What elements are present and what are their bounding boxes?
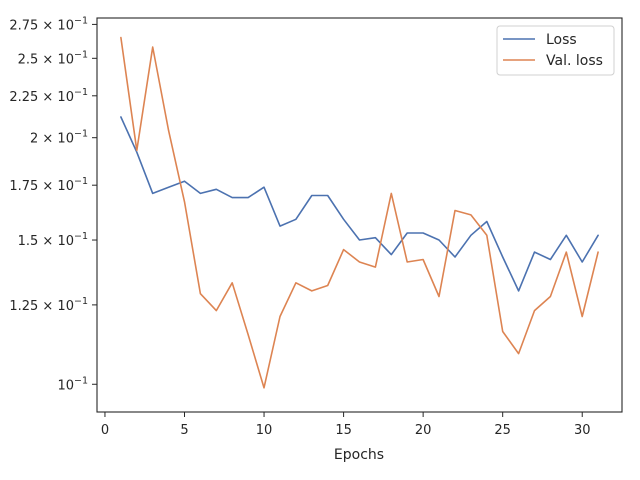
series-line-0 bbox=[120, 116, 599, 292]
y-tick-label: 2.75 × 10−1 bbox=[9, 15, 88, 33]
y-tick-label: 1.5 × 10−1 bbox=[18, 231, 88, 249]
legend-label-val-loss: Val. loss bbox=[546, 53, 603, 69]
y-tick-label: 1.25 × 10−1 bbox=[9, 296, 88, 314]
x-tick-label: 20 bbox=[415, 423, 432, 438]
x-tick-label: 15 bbox=[335, 423, 352, 438]
x-axis-title: Epochs bbox=[334, 447, 384, 463]
x-tick-label: 10 bbox=[256, 423, 273, 438]
x-tick-label: 5 bbox=[180, 423, 188, 438]
plot-lines bbox=[120, 36, 599, 389]
y-tick-label: 2.5 × 10−1 bbox=[18, 49, 88, 67]
y-tick-label: 10−1 bbox=[57, 375, 88, 393]
x-tick-label: 25 bbox=[494, 423, 511, 438]
x-axis: 0 5 10 15 20 25 30 bbox=[101, 412, 591, 438]
series-line-1 bbox=[120, 36, 599, 389]
y-tick-label: 2.25 × 10−1 bbox=[9, 87, 88, 105]
x-tick-label: 30 bbox=[574, 423, 591, 438]
x-tick-label: 0 bbox=[101, 423, 109, 438]
legend: Loss Val. loss bbox=[496, 25, 615, 76]
axes-frame bbox=[96, 17, 623, 413]
y-axis: 10−1 1.25 × 10−1 1.5 × 10−1 1.75 × 10−1 2 × … bbox=[9, 15, 97, 393]
legend-label-loss: Loss bbox=[546, 32, 577, 48]
y-tick-label: 2 × 10−1 bbox=[30, 129, 88, 147]
y-tick-label: 1.75 × 10−1 bbox=[9, 176, 88, 194]
